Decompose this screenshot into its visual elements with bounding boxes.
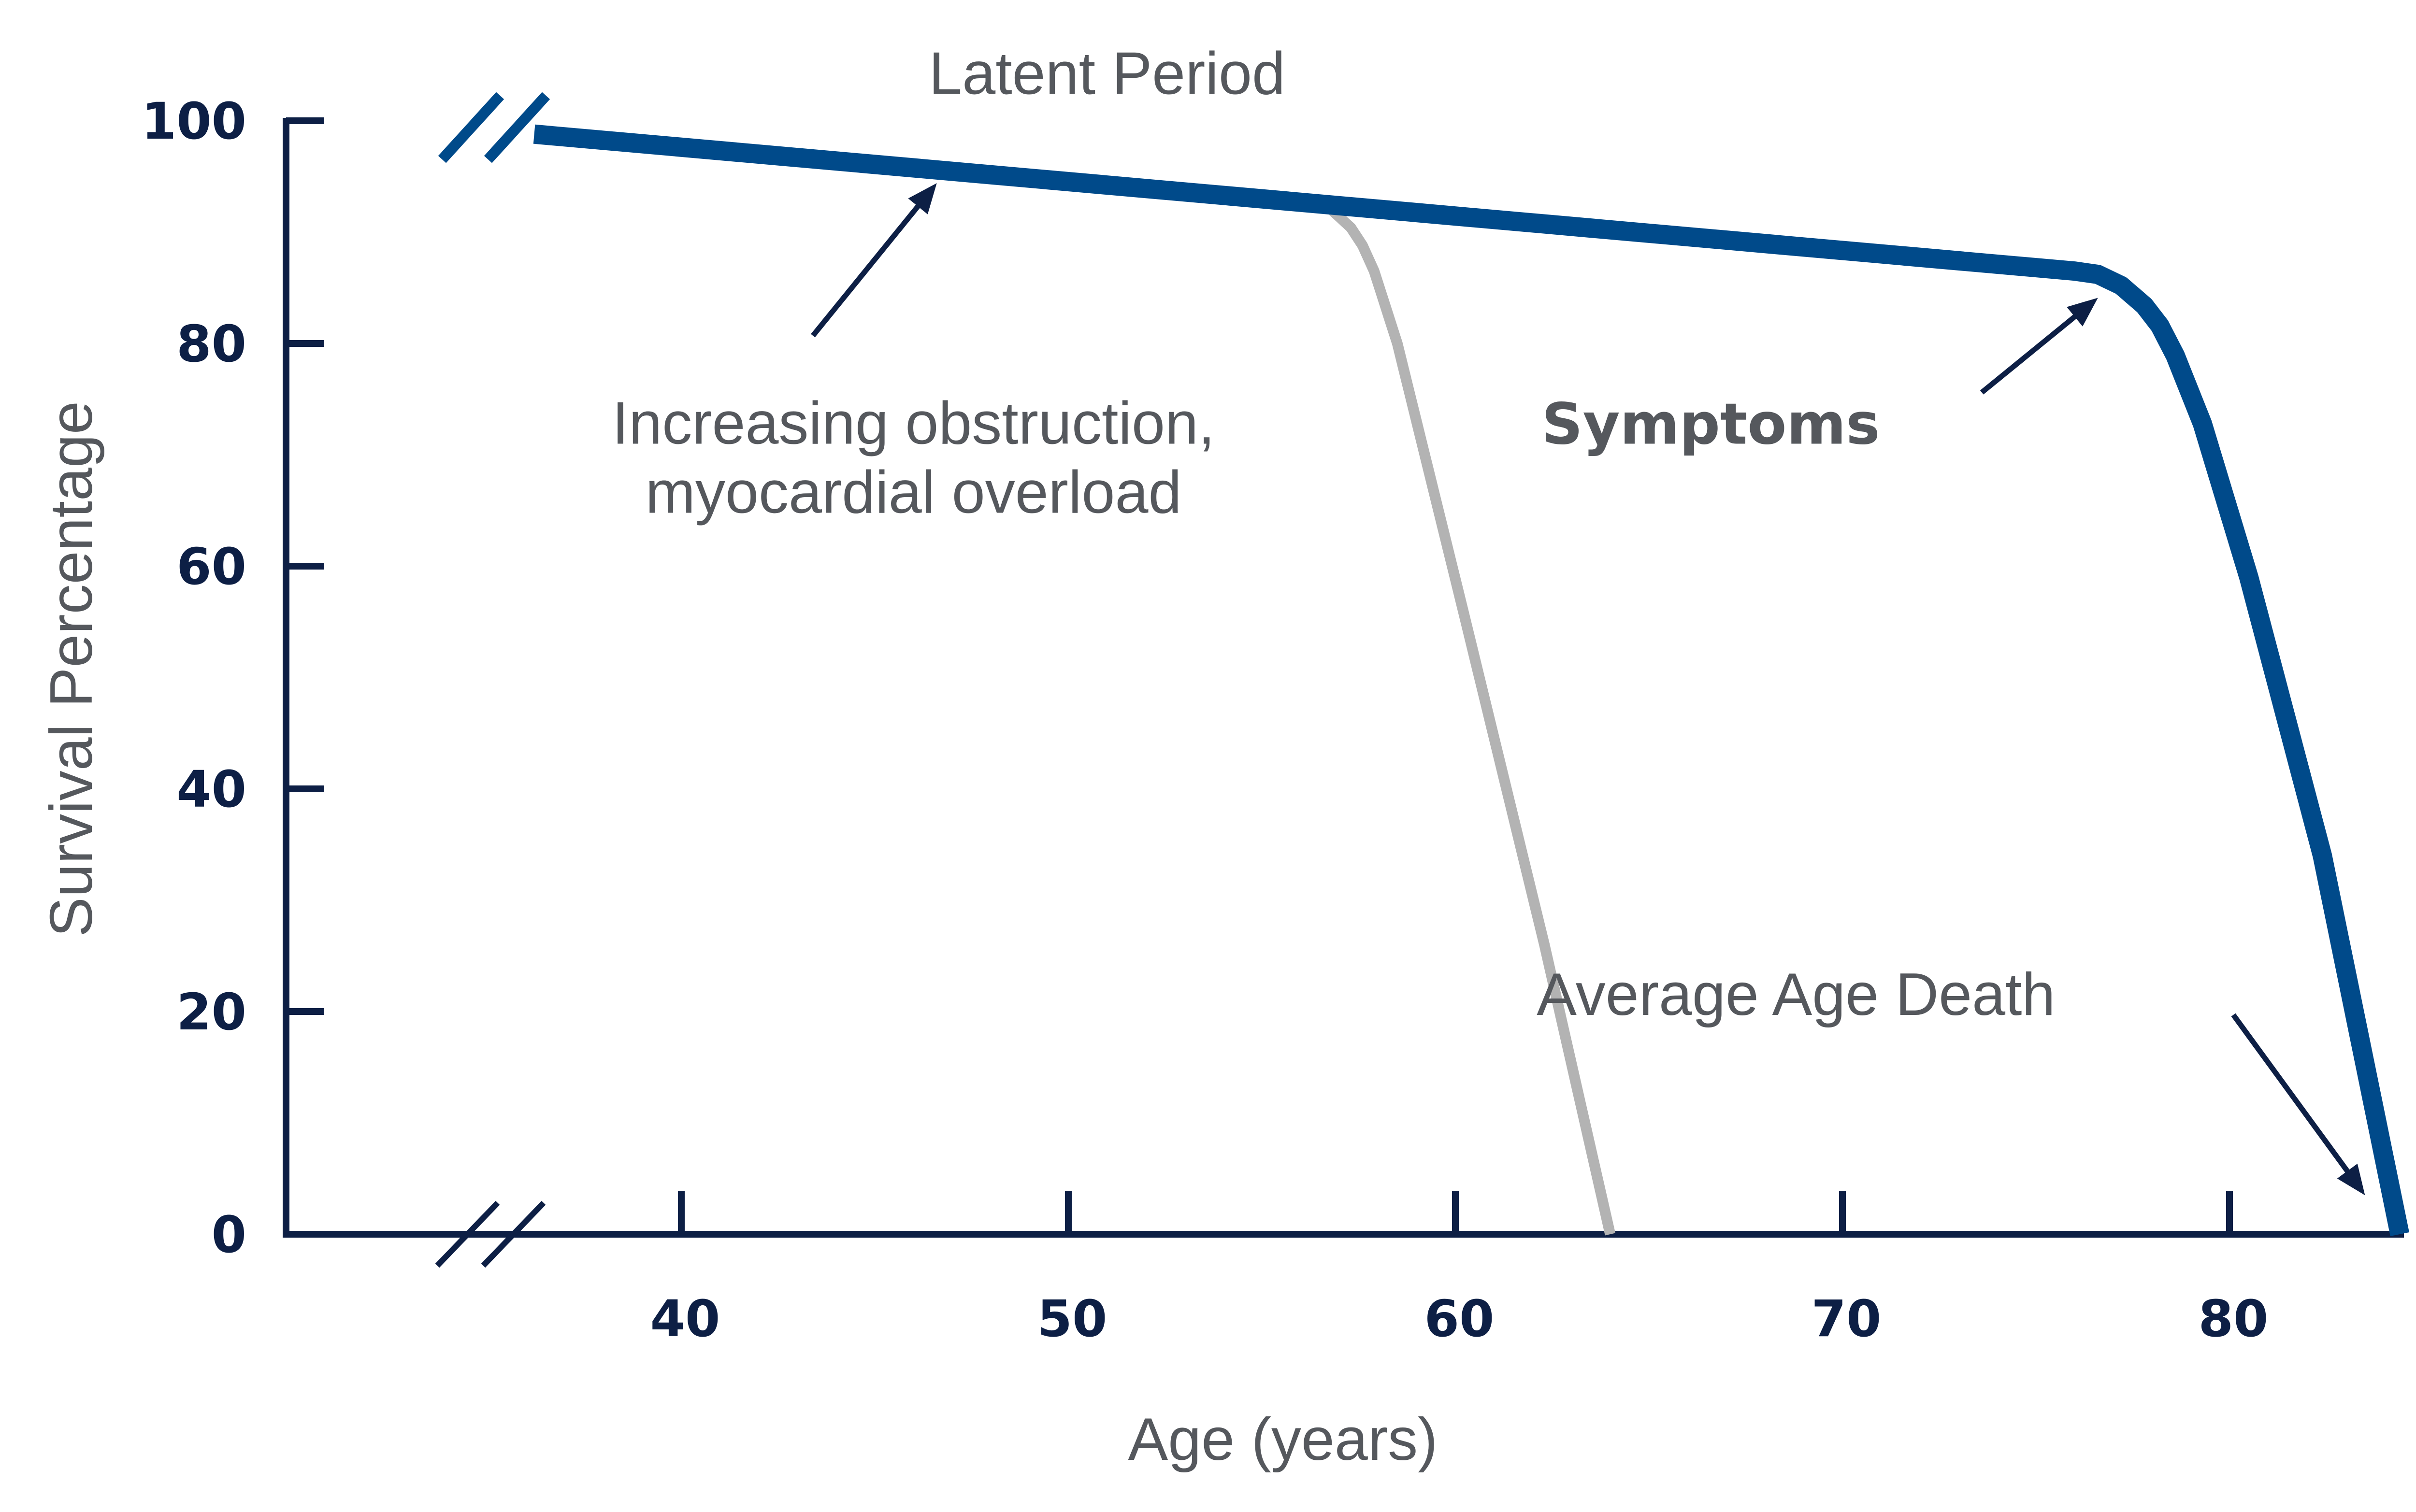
y-tick-label: 20 [176, 983, 246, 1041]
axes: 0 20 40 60 80 100 40 50 60 70 80 [142, 92, 2404, 1348]
survival-curve-alt [1310, 199, 1616, 1236]
obstruction-label-line: Increasing obstruction, [612, 390, 1215, 456]
average-age-death-label: Average Age Death [1537, 961, 2055, 1028]
symptoms-arrowhead [2067, 298, 2098, 327]
y-axis-title: Survival Percentage [38, 401, 105, 937]
axis-break-mark [435, 1200, 500, 1268]
x-tick-label: 40 [650, 1289, 720, 1348]
axis-break-mark [484, 92, 550, 163]
y-tick-label: 100 [142, 92, 246, 151]
labels: Survival Percentage Age (years) [38, 401, 1438, 1473]
y-tick-label: 60 [176, 537, 246, 596]
y-tick-label: 40 [176, 760, 246, 819]
obstruction-arrowhead [908, 183, 937, 214]
average-age-death-arrowhead [2337, 1163, 2365, 1196]
symptoms-arrow-line [1980, 312, 2080, 395]
survival-curve-main [533, 124, 2409, 1237]
axis-break-mark [438, 92, 504, 163]
obstruction-arrow-line [811, 200, 923, 338]
x-tick-label: 60 [1424, 1289, 1495, 1348]
x-axis-title: Age (years) [1128, 1406, 1438, 1473]
annotations: Latent Period Increasing obstruction,myoc… [612, 41, 2365, 1196]
axis-break-mark [481, 1200, 546, 1268]
latent-label: Latent Period [929, 41, 1285, 107]
average-age-death-arrow-line [2231, 1013, 2353, 1177]
x-tick-label: 50 [1037, 1289, 1107, 1348]
x-tick-label: 70 [1812, 1289, 1882, 1348]
y-tick-label: 80 [176, 314, 246, 373]
y-tick-label: 0 [212, 1205, 246, 1264]
obstruction-label-line: myocardial overload [646, 459, 1182, 526]
x-tick-label: 80 [2199, 1289, 2269, 1348]
series-layer [533, 124, 2409, 1237]
symptoms-label: Symptoms [1542, 390, 1880, 457]
